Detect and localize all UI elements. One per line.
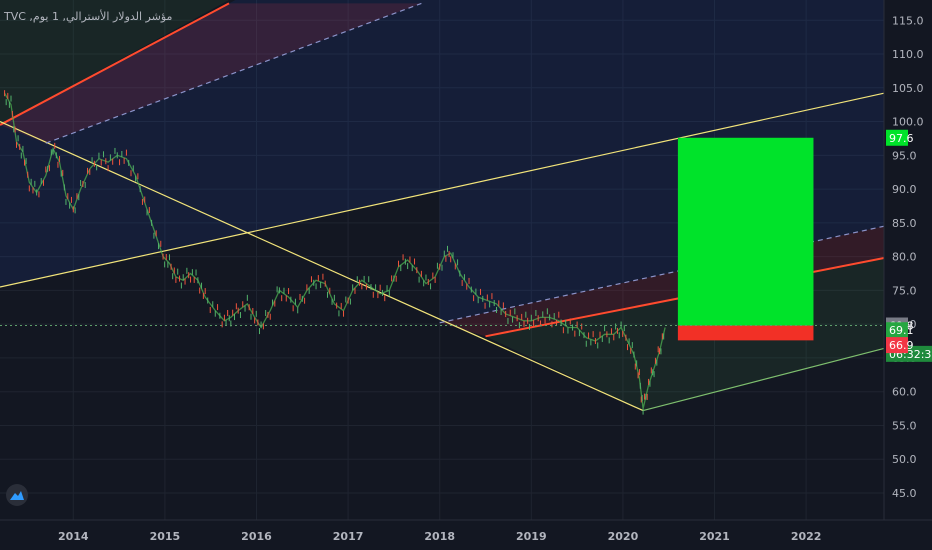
upper-red-band [0, 3, 422, 144]
trendline [0, 92, 885, 288]
price-labels: 97.669.869.106:32:3666.9 [886, 129, 932, 362]
tradingview-logo-icon[interactable] [6, 484, 28, 506]
y-tick-label: 105.0 [892, 82, 924, 95]
y-tick-label: 45.0 [892, 487, 917, 500]
mountain-icon [10, 491, 24, 500]
chart-title: مؤشر الدولار الأسترالي, 1 يوم, TVC [4, 10, 173, 23]
y-tick-label: 50.0 [892, 453, 917, 466]
x-tick-label: 2017 [333, 530, 364, 543]
y-tick-label: 85.0 [892, 217, 917, 230]
x-tick-label: 2018 [424, 530, 455, 543]
x-tick-label: 2015 [150, 530, 181, 543]
upper-channel-zone [0, 0, 884, 288]
y-tick-label: 55.0 [892, 419, 917, 432]
grid [0, 0, 884, 520]
x-tick-label: 2014 [58, 530, 89, 543]
position-box[interactable] [677, 137, 814, 341]
trendline [642, 347, 885, 412]
y-tick-label: 80.0 [892, 251, 917, 264]
price-badge-text: 66.9 [889, 339, 914, 352]
time-axis[interactable]: 2014 2015 2016 2017 2018 2019 2020 2021 2022 [58, 530, 821, 543]
price-badge-text: 69.1 [889, 324, 914, 337]
price-badge [886, 337, 908, 354]
price-badge-text: 97.6 [889, 132, 914, 145]
trendline [0, 2, 230, 126]
trendline [45, 2, 422, 144]
x-tick-label: 2016 [241, 530, 272, 543]
price-badge [886, 129, 908, 146]
x-tick-label: 2021 [699, 530, 730, 543]
price-series [4, 90, 666, 415]
y-tick-label: 90.0 [892, 183, 917, 196]
trendline [0, 121, 644, 412]
price-axis-panel[interactable] [884, 0, 932, 550]
y-tick-label: 100.0 [892, 116, 924, 129]
y-tick-label: 60.0 [892, 386, 917, 399]
price-badge [886, 322, 908, 339]
y-tick-label: 115.0 [892, 14, 924, 27]
x-tick-label: 2020 [608, 530, 639, 543]
y-tick-label: 95.0 [892, 149, 917, 162]
x-tick-label: 2022 [791, 530, 822, 543]
y-tick-label: 75.0 [892, 284, 917, 297]
loss-zone[interactable] [677, 325, 814, 341]
profit-zone[interactable] [677, 137, 814, 326]
x-tick-label: 2019 [516, 530, 547, 543]
y-tick-label: 110.0 [892, 48, 924, 61]
